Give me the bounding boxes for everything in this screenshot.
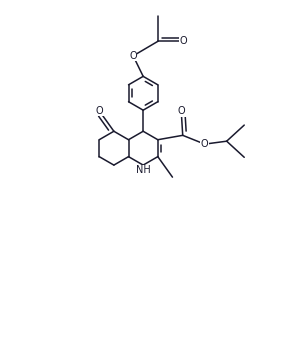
Text: O: O — [95, 106, 103, 116]
Text: O: O — [129, 51, 137, 61]
Text: O: O — [179, 36, 187, 46]
Text: NH: NH — [136, 165, 151, 175]
Text: O: O — [177, 106, 185, 116]
Text: O: O — [201, 139, 209, 149]
